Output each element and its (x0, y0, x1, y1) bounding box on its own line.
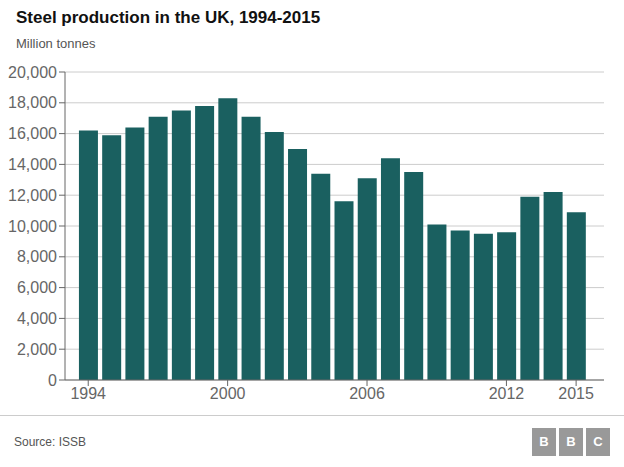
svg-text:16,000: 16,000 (8, 125, 57, 142)
svg-text:10,000: 10,000 (8, 218, 57, 235)
svg-text:2015: 2015 (558, 385, 594, 402)
svg-text:4,000: 4,000 (17, 310, 57, 327)
svg-text:12,000: 12,000 (8, 187, 57, 204)
svg-text:8,000: 8,000 (17, 248, 57, 265)
html-text:Steel production in the UK, 19: Steel production in the UK, 1994-2015 (16, 8, 321, 27)
svg-text:2000: 2000 (210, 385, 246, 402)
svg-text:2006: 2006 (349, 385, 385, 402)
svg-text:0: 0 (48, 372, 57, 389)
svg-text:6,000: 6,000 (17, 279, 57, 296)
svg-text:2012: 2012 (489, 385, 525, 402)
html-text:Million tonnes: Million tonnes (16, 36, 96, 51)
svg-text:2,000: 2,000 (17, 341, 57, 358)
html-text:B: B (566, 434, 576, 449)
svg-text:20,000: 20,000 (8, 64, 57, 81)
html-text:B: B (539, 434, 549, 449)
html-text:Source: ISSB: Source: ISSB (14, 434, 86, 449)
html-text:C: C (593, 434, 603, 449)
svg-text:18,000: 18,000 (8, 94, 57, 111)
svg-text:1994: 1994 (70, 385, 106, 402)
svg-text:14,000: 14,000 (8, 156, 57, 173)
